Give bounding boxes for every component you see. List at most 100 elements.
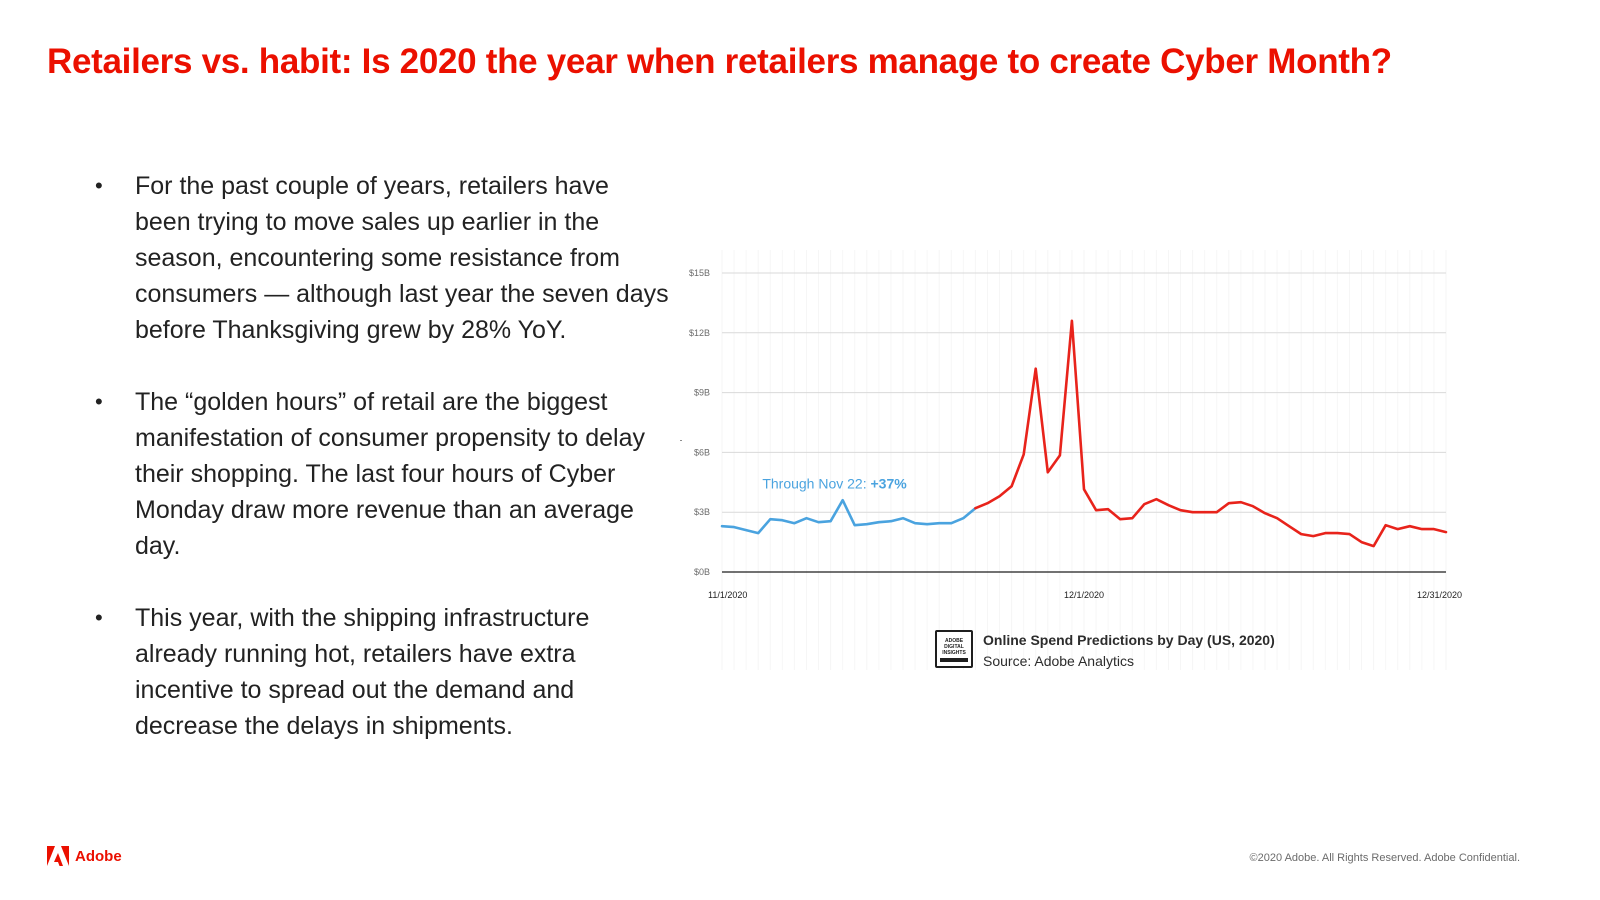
data-point-forecast: [1215, 511, 1218, 514]
y-tick-label: $12B: [689, 328, 710, 338]
badge-bar: [940, 658, 968, 662]
data-point-forecast: [986, 502, 989, 505]
data-point-forecast: [1288, 525, 1291, 528]
series-line-actual: [720, 498, 977, 535]
data-point-actual: [853, 524, 856, 527]
series-line-forecast: [974, 319, 1448, 548]
data-point-forecast: [1336, 532, 1339, 535]
adobe-logo: Adobe: [47, 846, 122, 866]
data-point-forecast: [1203, 511, 1206, 514]
data-point-forecast: [1058, 454, 1061, 457]
bullet-item: • For the past couple of years, retailer…: [95, 168, 670, 348]
x-tick-label: 11/1/2020: [708, 590, 747, 600]
data-point-forecast: [1107, 508, 1110, 511]
data-point-forecast: [1408, 525, 1411, 528]
bullet-list: • For the past couple of years, retailer…: [95, 168, 670, 780]
caption-source: Source: Adobe Analytics: [983, 653, 1134, 669]
data-point-forecast: [1348, 533, 1351, 536]
chart-caption: ADOBE DIGITAL INSIGHTS Online Spend Pred…: [935, 630, 1275, 672]
data-point-forecast: [1083, 488, 1085, 491]
x-tick-label: 12/1/2020: [1064, 590, 1104, 600]
caption-title: Online Spend Predictions by Day (US, 202…: [983, 632, 1275, 648]
data-point-forecast: [1396, 528, 1399, 531]
data-point-forecast: [1034, 367, 1037, 370]
bullet-item: • The “golden hours” of retail are the b…: [95, 384, 670, 564]
data-point-forecast: [1179, 509, 1182, 512]
annotation-value: +37%: [871, 475, 908, 491]
data-point-actual: [877, 521, 880, 524]
data-point-actual: [793, 522, 796, 525]
caption-text: Online Spend Predictions by Day (US, 202…: [983, 630, 1275, 672]
chart-annotation: Through Nov 22: +37%: [762, 475, 907, 491]
data-point-forecast: [1252, 505, 1254, 508]
data-point-forecast: [1046, 471, 1049, 474]
adobe-logo-icon: [47, 846, 69, 866]
data-point-forecast: [1167, 504, 1170, 507]
data-point-forecast: [1022, 453, 1025, 456]
slide-title: Retailers vs. habit: Is 2020 the year wh…: [47, 42, 1392, 81]
data-point-forecast: [1131, 517, 1134, 520]
spend-chart-svg: $0B $3B $6B $9B $12B $15B Spend 11/1/2020 12/1/2…: [680, 250, 1462, 670]
copyright-footer: ©2020 Adobe. All Rights Reserved. Adobe …: [1249, 852, 1520, 864]
y-tick-label: $6B: [694, 447, 710, 457]
spend-chart: $0B $3B $6B $9B $12B $15B Spend 11/1/2020 12/1/2…: [680, 250, 1520, 690]
bullet-item: • This year, with the shipping infrastru…: [95, 600, 670, 744]
adobe-logo-text: Adobe: [75, 847, 122, 865]
y-axis-label: Spend: [680, 421, 682, 447]
data-point-actual: [902, 517, 904, 520]
data-point-forecast: [1433, 528, 1435, 531]
annotation-label: Through Nov 22:: [762, 475, 870, 491]
bullet-dot: •: [95, 605, 103, 630]
data-point-forecast: [1143, 503, 1146, 506]
data-point-actual: [829, 520, 832, 523]
data-point-forecast: [1324, 532, 1327, 535]
data-point-actual: [769, 518, 772, 521]
data-point-forecast: [1312, 535, 1315, 538]
data-point-forecast: [1372, 545, 1375, 547]
data-point-forecast: [1445, 531, 1447, 534]
data-point-forecast: [998, 495, 1001, 498]
data-point-actual: [914, 522, 916, 525]
bullet-dot: •: [95, 173, 103, 198]
data-point-forecast: [1300, 533, 1303, 536]
data-point-actual: [757, 532, 760, 535]
x-tick-label: 12/31/2020: [1417, 590, 1462, 600]
data-point-actual: [721, 525, 723, 528]
data-point-forecast: [1071, 319, 1073, 322]
data-point-actual: [865, 523, 868, 526]
data-point-actual: [745, 529, 748, 532]
data-point-forecast: [1384, 524, 1387, 527]
data-point-forecast: [1227, 502, 1230, 505]
data-point-actual: [841, 499, 844, 502]
badge-line: ADOBE: [944, 638, 964, 644]
data-point-actual: [962, 517, 965, 520]
data-point-actual: [926, 523, 929, 526]
y-tick-label: $9B: [694, 388, 710, 398]
data-point-actual: [890, 520, 892, 523]
badge-line: INSIGHTS: [942, 650, 966, 656]
data-point-forecast: [1239, 501, 1242, 504]
bullet-text: For the past couple of years, retailers …: [135, 172, 669, 344]
badge-line: DIGITAL: [944, 644, 964, 650]
data-point-forecast: [1095, 509, 1097, 512]
data-point-forecast: [974, 507, 977, 510]
data-point-actual: [781, 519, 784, 522]
bullet-text: The “golden hours” of retail are the big…: [135, 388, 645, 560]
data-point-actual: [817, 521, 820, 524]
y-tick-label: $0B: [694, 567, 710, 577]
data-point-forecast: [1155, 498, 1158, 501]
data-point-forecast: [1360, 541, 1363, 543]
data-point-forecast: [1191, 511, 1194, 514]
data-point-forecast: [1264, 512, 1266, 515]
data-point-actual: [950, 522, 953, 525]
bullet-text: This year, with the shipping infrastruct…: [135, 604, 590, 740]
y-tick-label: $3B: [694, 507, 710, 517]
data-point-actual: [733, 526, 735, 529]
data-point-actual: [938, 522, 941, 525]
data-point-forecast: [1010, 485, 1013, 488]
data-point-actual: [805, 517, 808, 520]
data-point-forecast: [1119, 518, 1122, 521]
data-point-forecast: [1276, 517, 1278, 520]
data-point-forecast: [1420, 528, 1423, 531]
